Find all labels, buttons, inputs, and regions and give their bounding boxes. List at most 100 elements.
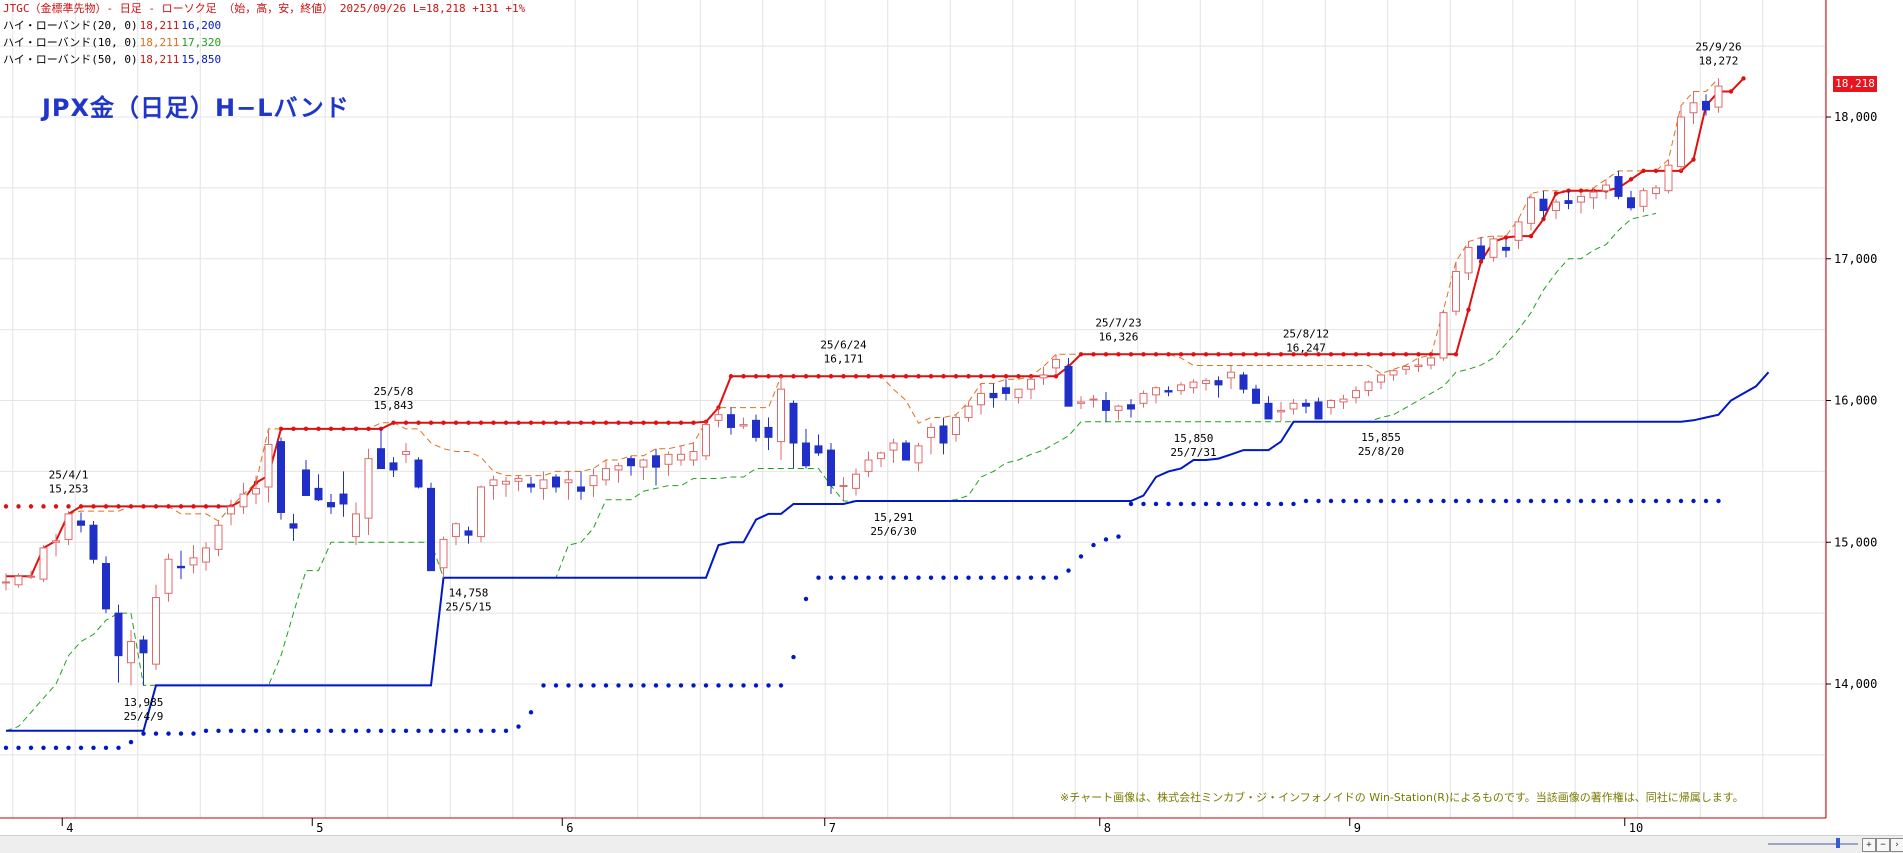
candle-body — [1614, 176, 1623, 197]
candle-up — [1464, 241, 1473, 281]
candle-up — [1152, 386, 1160, 404]
scroll-thumb[interactable] — [1836, 838, 1840, 848]
candle-up — [839, 477, 848, 502]
band50-low-dot — [1191, 501, 1196, 507]
candle-body — [1064, 365, 1073, 407]
candle-down — [727, 407, 735, 435]
candle-body — [577, 486, 585, 492]
candle-up — [1339, 394, 1348, 410]
band50-low-dot — [1178, 501, 1184, 507]
band50-low-dot — [966, 575, 971, 580]
band50-low-dot — [578, 683, 584, 688]
band50-low-dot — [341, 728, 346, 733]
candle-body — [214, 524, 223, 550]
candle-down — [1252, 384, 1260, 404]
band50-low-dot — [1678, 498, 1684, 504]
candle-up — [1589, 187, 1598, 210]
candle-down — [302, 460, 310, 496]
candle-down — [1477, 237, 1485, 261]
candle-body — [1364, 381, 1373, 392]
candle-body — [377, 448, 385, 470]
band50-low-dot — [191, 731, 196, 736]
scroll-right-icon[interactable]: › — [1890, 838, 1903, 852]
candle-body — [489, 479, 498, 487]
zoom-out-icon[interactable]: − — [1876, 838, 1890, 852]
candle-down — [814, 434, 823, 456]
legend-band20-name: ハイ・ローバンド(20, 0) — [3, 19, 138, 32]
band50-high-dot — [41, 504, 46, 509]
candle-down — [627, 455, 635, 476]
band50-low-dot — [1378, 498, 1384, 504]
candle-body — [1152, 387, 1160, 396]
annotation-label: 25/8/20 — [1358, 445, 1404, 458]
band50-low-dot — [416, 728, 421, 733]
candle-up — [252, 475, 260, 504]
candle-up — [127, 630, 135, 686]
band50-low-dot — [1316, 498, 1321, 504]
candle-body — [514, 477, 523, 482]
band50-low-dot — [891, 575, 896, 580]
band50-low-dot — [78, 745, 84, 750]
candle-down — [1002, 379, 1010, 401]
candle-body — [1264, 402, 1273, 420]
candle-up — [439, 536, 448, 578]
candle-up — [1289, 399, 1298, 415]
candle-body — [2, 581, 10, 584]
price-tick-label: 16,000 — [1834, 394, 1877, 408]
candle-body — [477, 486, 485, 538]
band50-low-dot — [241, 728, 246, 733]
candle-up — [1639, 187, 1648, 212]
candle-body — [177, 565, 185, 569]
candle-up — [514, 475, 523, 492]
band50-high-dot — [28, 504, 34, 509]
candle-body — [1477, 245, 1485, 260]
last-price-badge: 18,218 — [1833, 76, 1877, 92]
candle-body — [427, 487, 435, 572]
band50-low-dot — [1578, 498, 1584, 504]
band50-low-dot — [691, 683, 696, 688]
candle-up — [1189, 379, 1198, 394]
annotation-label: 15,843 — [374, 399, 414, 412]
candle-down — [314, 474, 323, 502]
legend-band10-name: ハイ・ローバンド(10, 0) — [3, 36, 138, 49]
candle-body — [702, 424, 710, 457]
candle-up — [352, 502, 360, 546]
candle-body — [39, 547, 48, 580]
band50-low-dot — [1128, 501, 1134, 507]
candle-up — [602, 460, 610, 486]
time-tick-label: 4 — [66, 821, 73, 835]
annotation-label: 16,326 — [1099, 330, 1139, 343]
candle-body — [1302, 402, 1310, 407]
candle-body — [1702, 100, 1710, 111]
band50-low-dot — [216, 728, 221, 733]
band50-low-dot — [1428, 498, 1434, 504]
band50-low-dot — [1216, 501, 1221, 507]
candle-body — [152, 597, 160, 665]
candle-body — [1527, 197, 1535, 224]
zoom-in-icon[interactable]: + — [1862, 838, 1876, 852]
candle-body — [639, 459, 648, 468]
candle-up — [1377, 373, 1385, 390]
candle-up — [889, 438, 898, 463]
scroll-track[interactable] — [1768, 843, 1858, 845]
annotation-label: 25/5/15 — [445, 601, 491, 614]
candle-up — [1052, 354, 1060, 375]
candle-body — [1202, 380, 1210, 384]
candle-body — [914, 445, 923, 464]
candle-up — [927, 423, 935, 455]
horizontal-scrollbar[interactable]: + − › — [0, 835, 1903, 853]
candle-down — [289, 513, 298, 541]
copyright-notice: ※チャート画像は、株式会社ミンカブ・ジ・インフォノイドの Win-Station… — [1060, 791, 1744, 804]
band50-low-dot — [1341, 498, 1346, 504]
candle-body — [802, 442, 810, 467]
legend-band20: ハイ・ローバンド(20, 0) 18,211 16,200 — [3, 19, 223, 33]
candle-down — [1264, 396, 1273, 420]
band50-low-dot — [178, 731, 184, 736]
candle-body — [277, 441, 285, 513]
candle-body — [389, 462, 398, 471]
legend-title: JTGC（金標準先物）- 日足 - ローソク足 （始，高，安，終値） 2025/… — [3, 2, 526, 15]
band50-low-dot — [153, 731, 159, 736]
chart-title: JPX金（日足）H−Lバンド — [42, 94, 350, 122]
band50-low-dot — [528, 710, 534, 715]
candle-down — [752, 414, 760, 442]
